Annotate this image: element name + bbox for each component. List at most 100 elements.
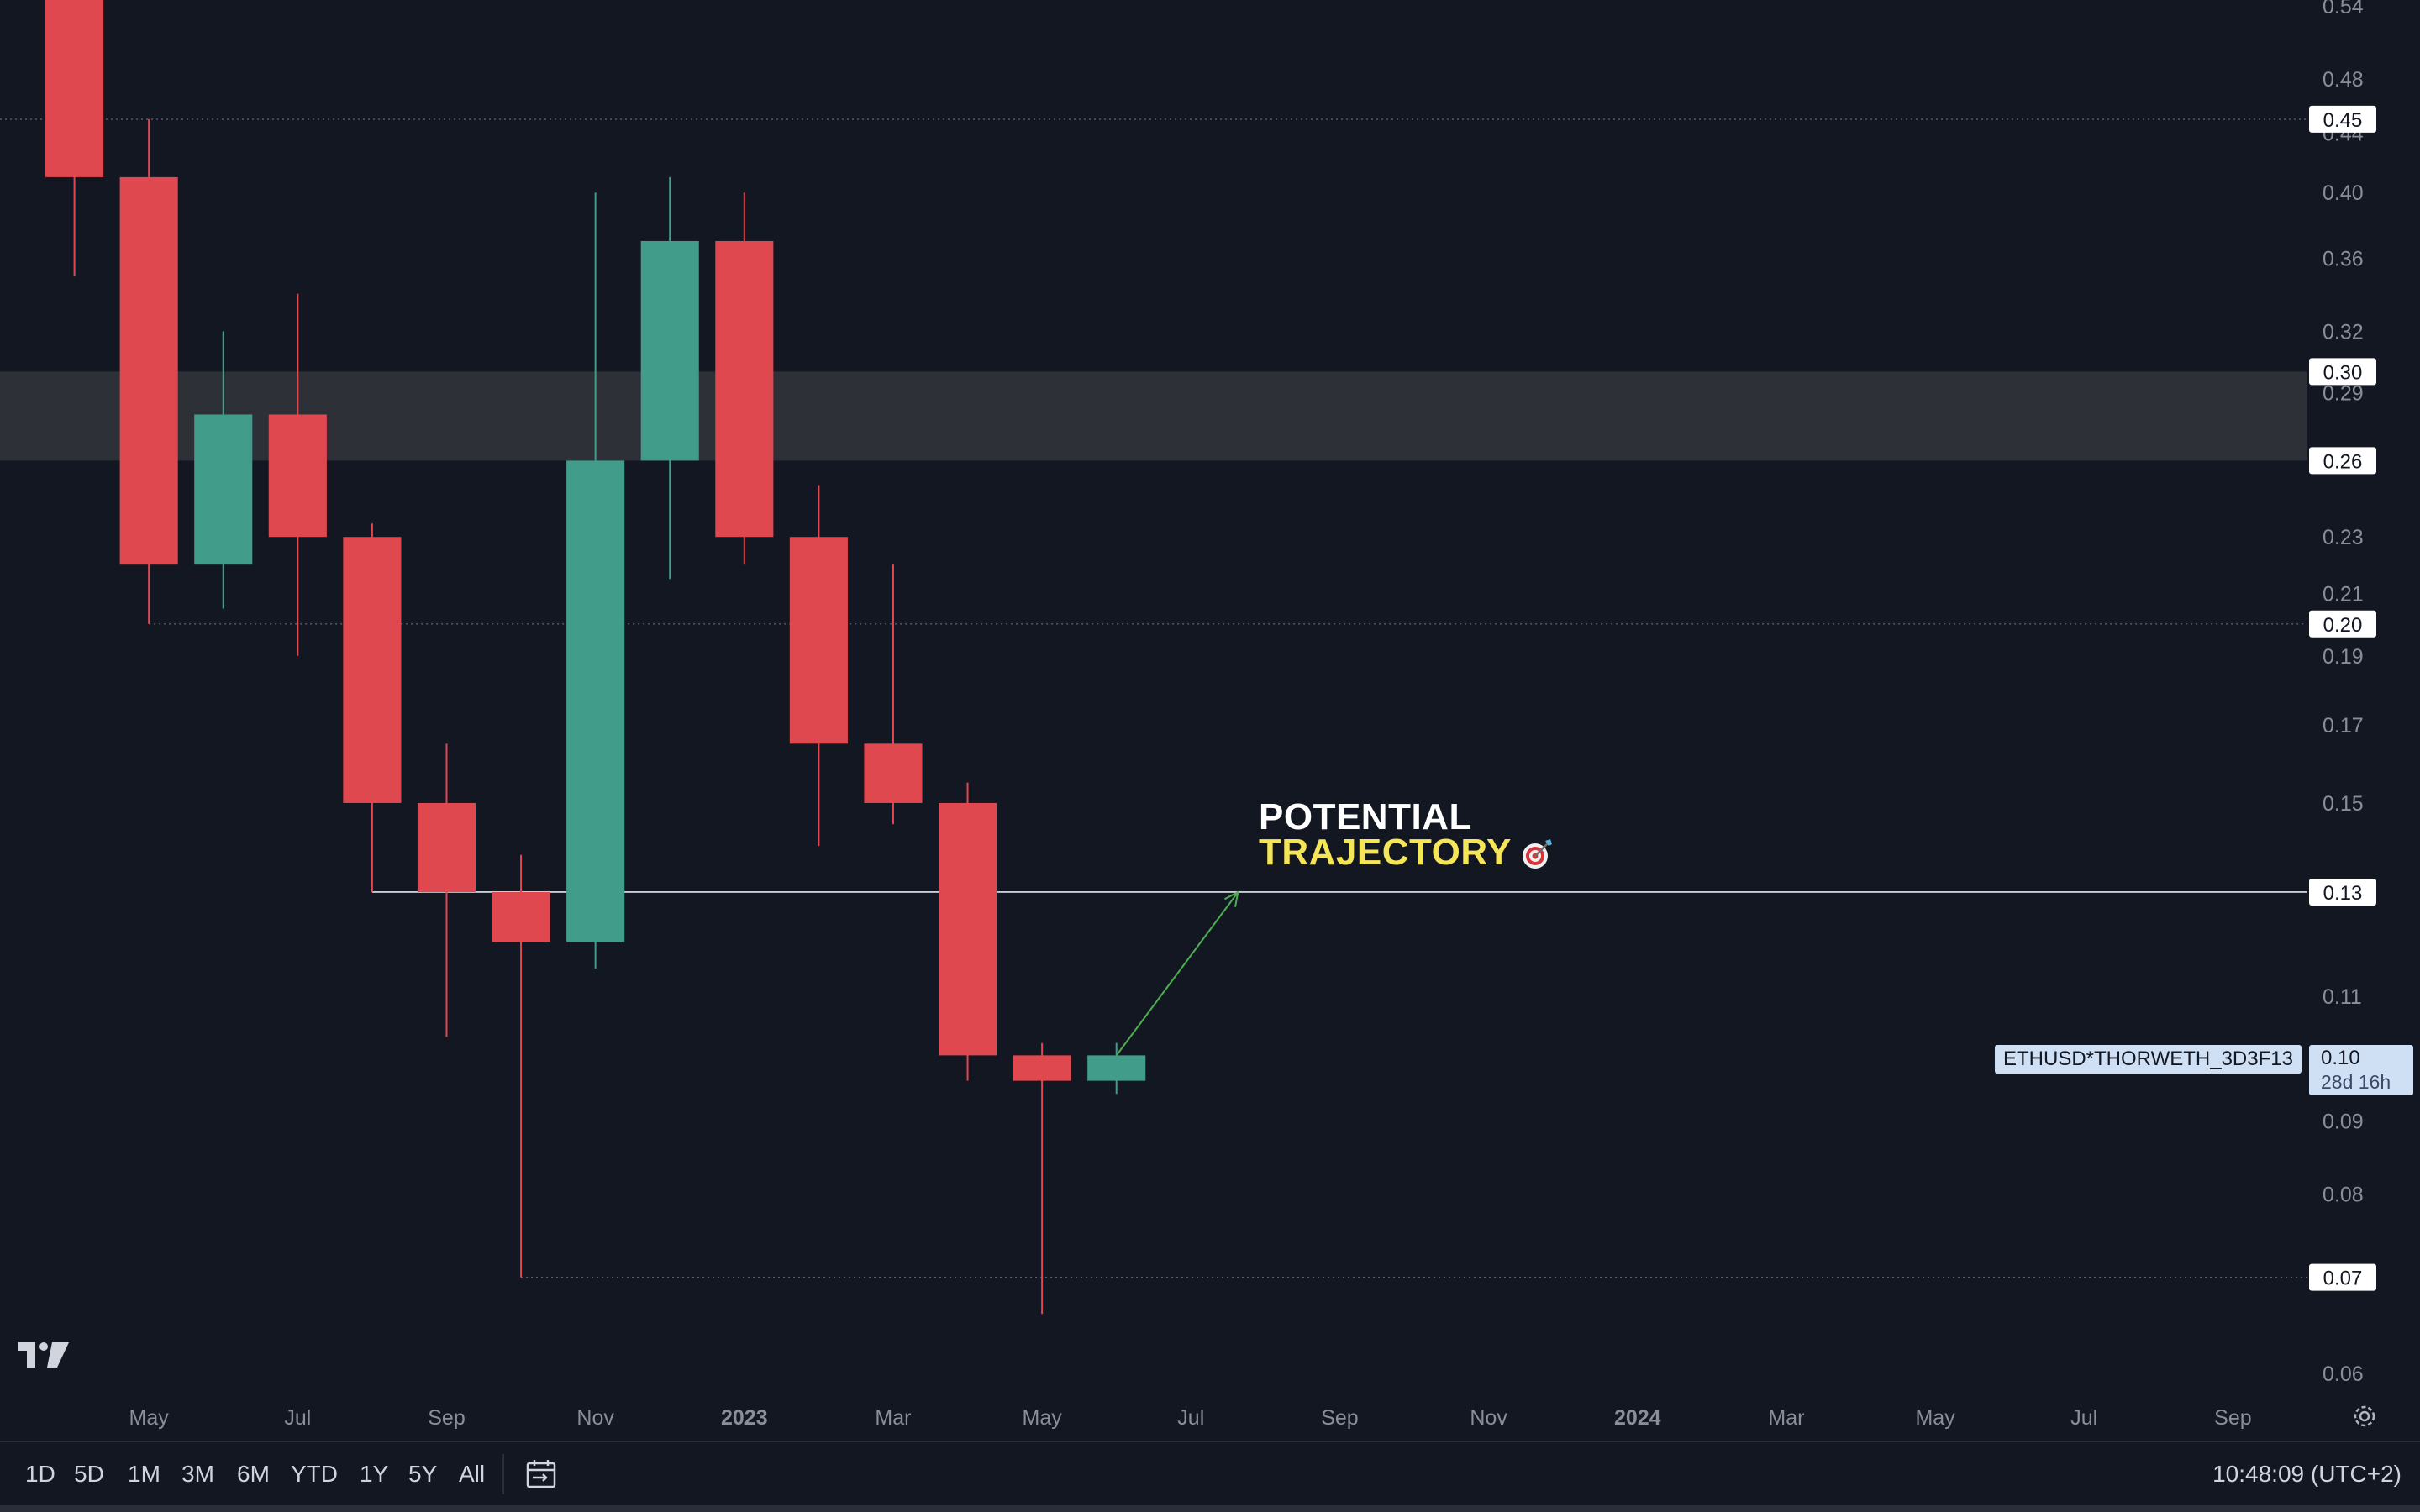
candle-2022-11: [566, 192, 625, 969]
candle-body: [864, 743, 923, 803]
range-5y-button[interactable]: 5Y: [403, 1459, 442, 1489]
calendar-range-icon[interactable]: [524, 1457, 558, 1491]
x-tick-label: Sep: [428, 1406, 465, 1430]
price-label-text: 0.45: [2323, 109, 2363, 132]
y-tick-label: 0.54: [2323, 0, 2364, 18]
price-label-text: 0.26: [2323, 450, 2363, 473]
price-label-text: 0.07: [2323, 1268, 2363, 1290]
candle-2022-07: [268, 293, 327, 656]
x-tick-label: Jul: [284, 1406, 311, 1430]
y-tick-label: 0.29: [2323, 381, 2364, 405]
current-price-value: 0.10: [2321, 1047, 2360, 1069]
price-label-box: [2309, 1263, 2376, 1291]
price-label-box: [2309, 878, 2376, 906]
y-tick-label: 0.21: [2323, 583, 2364, 606]
gear-icon[interactable]: [2351, 1403, 2378, 1430]
candle-2023-06: [1087, 1042, 1146, 1095]
y-tick-label: 0.09: [2323, 1110, 2364, 1133]
candle-2022-04: [45, 0, 104, 276]
candle-2022-06: [194, 331, 253, 609]
price-label-0.07: 0.07: [2309, 1263, 2376, 1291]
candle-2022-09: [417, 743, 476, 1037]
candle-body: [194, 414, 253, 565]
range-1y-button[interactable]: 1Y: [355, 1459, 393, 1489]
candle-body: [343, 537, 402, 803]
x-tick-label: Jul: [2070, 1406, 2097, 1430]
x-tick-label: Sep: [1321, 1406, 1358, 1430]
y-tick-label: 0.06: [2323, 1362, 2364, 1386]
candle-2023-05: [1013, 1042, 1071, 1315]
y-tick-label: 0.40: [2323, 181, 2364, 205]
y-tick-label: 0.08: [2323, 1184, 2364, 1207]
price-label-0.20: 0.20: [2309, 610, 2376, 638]
y-tick-label: 0.15: [2323, 792, 2364, 816]
candle-body: [715, 240, 774, 538]
x-tick-label: Jul: [1177, 1406, 1204, 1430]
x-tick-label: May: [1915, 1406, 1955, 1430]
range-ytd-button[interactable]: YTD: [286, 1459, 343, 1489]
price-label-text: 0.30: [2323, 361, 2363, 384]
range-1d-button[interactable]: 1D: [20, 1459, 60, 1489]
range-3m-button[interactable]: 3M: [176, 1459, 219, 1489]
range-all-button[interactable]: All: [454, 1459, 490, 1489]
price-label-text: 0.20: [2323, 614, 2363, 637]
annotation-line1: POTENTIAL: [1259, 796, 1472, 837]
candle-body: [268, 414, 327, 538]
price-label-0.30: 0.30: [2309, 358, 2376, 386]
annotation-line2: TRAJECTORY: [1259, 834, 1554, 871]
candle-2023-03: [864, 564, 923, 825]
bottom-strip: [0, 1505, 2420, 1512]
bar-countdown: 28d 16h: [2321, 1071, 2391, 1093]
candle-2023-01: [715, 192, 774, 565]
price-label-box: [2309, 447, 2376, 475]
candle-2022-05: [119, 118, 178, 624]
candle-body: [939, 802, 997, 1056]
x-tick-label: May: [129, 1406, 170, 1430]
x-tick-label: May: [1023, 1406, 1063, 1430]
current-price-tag: 0.10 28d 16h: [2309, 1045, 2413, 1095]
resistance-zone: [0, 371, 2307, 461]
x-tick-label: Nov: [1470, 1406, 1507, 1430]
trajectory-arrow: [1115, 890, 1239, 1056]
price-label-box: [2309, 358, 2376, 386]
candle-body: [1013, 1055, 1071, 1081]
symbol-tag: ETHUSD*THORWETH_3D3F13: [1995, 1045, 2302, 1074]
price-label-box: [2309, 105, 2376, 133]
bottom-toolbar: 1D 5D 1M 3M 6M YTD 1Y 5Y All 10:48:09 (U…: [0, 1441, 2420, 1506]
tradingview-logo[interactable]: [18, 1341, 71, 1369]
range-5d-button[interactable]: 5D: [69, 1459, 109, 1489]
candle-body: [492, 891, 550, 942]
candle-2023-04: [939, 782, 997, 1081]
price-label-0.13: 0.13: [2309, 878, 2376, 906]
price-label-box: [2309, 610, 2376, 638]
y-tick-label: 0.23: [2323, 526, 2364, 549]
candle-body: [45, 0, 104, 177]
price-label-text: 0.13: [2323, 882, 2363, 905]
arrow-head: [1223, 890, 1239, 907]
candle-2022-08: [343, 523, 402, 892]
y-tick-label: 0.17: [2323, 714, 2364, 738]
arrow-shaft: [1115, 891, 1239, 1056]
dart-target-icon: [1522, 839, 1552, 869]
candle-body: [640, 240, 699, 461]
candle-2023-02: [789, 485, 848, 847]
price-label-0.45: 0.45: [2309, 105, 2376, 133]
candle-body: [417, 802, 476, 892]
range-1m-button[interactable]: 1M: [123, 1459, 166, 1489]
candle-body: [566, 460, 625, 942]
x-tick-label: 2024: [1614, 1406, 1661, 1430]
clock-timezone[interactable]: 10:48:09 (UTC+2): [2212, 1461, 2402, 1487]
candle-body: [1087, 1055, 1146, 1081]
candle-body: [119, 176, 178, 565]
price-label-0.26: 0.26: [2309, 447, 2376, 475]
y-tick-label: 0.11: [2323, 985, 2362, 1009]
candle-2022-12: [640, 176, 699, 580]
trajectory-annotation[interactable]: POTENTIAL TRAJECTORY: [1259, 796, 1554, 871]
x-tick-label: Mar: [875, 1406, 911, 1430]
candle-2022-10: [492, 854, 550, 1278]
range-6m-button[interactable]: 6M: [232, 1459, 275, 1489]
y-tick-label: 0.32: [2323, 321, 2364, 344]
x-tick-label: Nov: [576, 1406, 614, 1430]
toolbar-separator: [502, 1454, 504, 1494]
